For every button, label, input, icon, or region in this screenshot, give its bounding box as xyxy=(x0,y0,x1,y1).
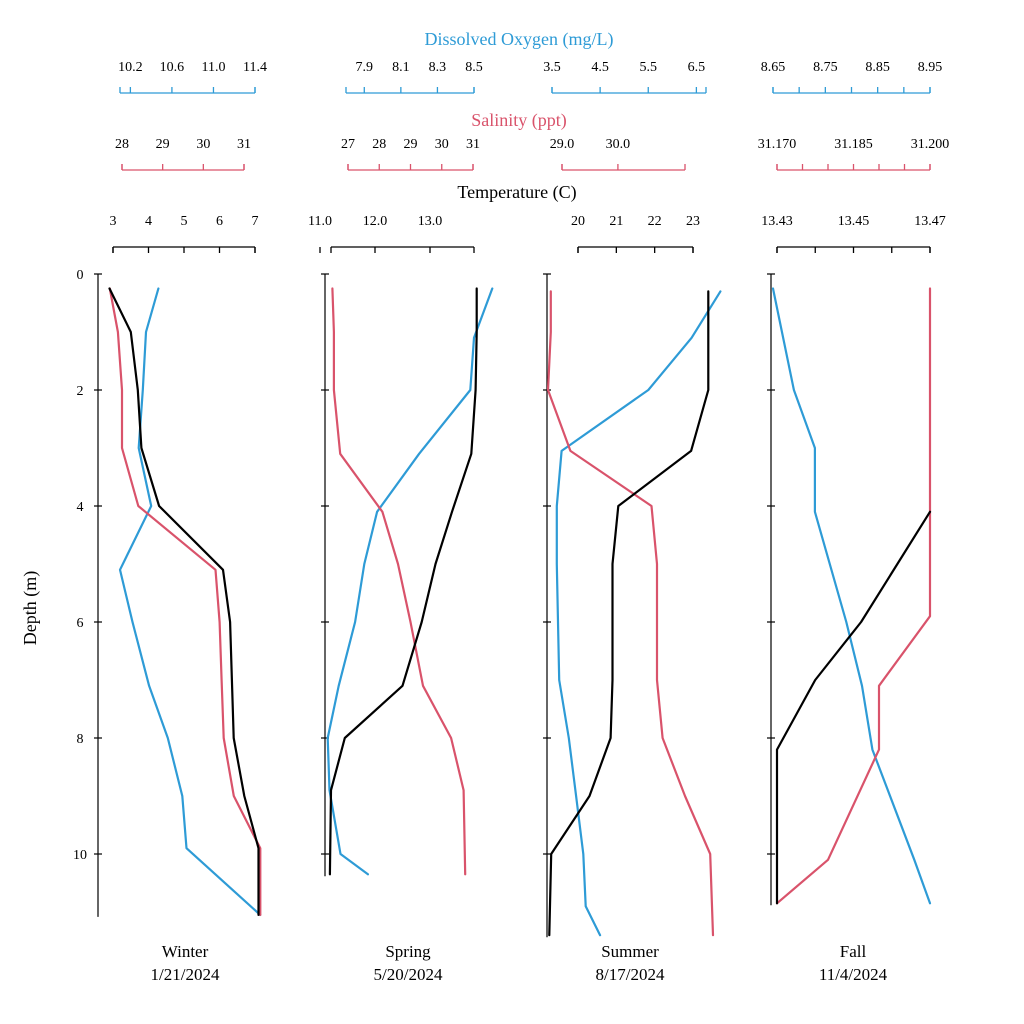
panel-3-temperature-tick-label: 13.47 xyxy=(914,214,946,229)
panel-1-date-label: 5/20/2024 xyxy=(374,965,443,984)
depth-tick-label: 4 xyxy=(77,500,84,515)
panel-0-oxygen-tick-label: 11.4 xyxy=(243,60,267,75)
panel-3-temperature-profile-line xyxy=(775,510,932,905)
panel-0-salinity-profile-line xyxy=(108,287,262,917)
panel-2-salinity-profile-line xyxy=(546,290,715,937)
panel-0-salinity-tick-label: 29 xyxy=(156,137,170,152)
panel-3-salinity-tick-label: 31.200 xyxy=(911,137,950,152)
panel-1-salinity-tick-label: 30 xyxy=(435,137,449,152)
depth-tick-label: 2 xyxy=(77,384,84,399)
panel-0-temperature-tick-label: 4 xyxy=(145,214,152,229)
panel-0-temperature-tick-label: 3 xyxy=(110,214,117,229)
panel-3-salinity-tick-label: 31.170 xyxy=(758,137,797,152)
panel-2-temperature-profile-line xyxy=(548,290,710,937)
depth-tick-label: 0 xyxy=(77,268,84,283)
panel-1-oxygen-tick-label: 8.1 xyxy=(392,60,410,75)
oxygen-axis-title: Dissolved Oxygen (mg/L) xyxy=(425,29,614,50)
panel-2-oxygen-profile-line xyxy=(555,290,722,937)
panel-2-oxygen-tick-label: 5.5 xyxy=(640,60,658,75)
panel-3-oxygen-profile-line xyxy=(771,287,932,905)
panel-3-salinity-tick-label: 31.185 xyxy=(834,137,873,152)
depth-axis-title: Depth (m) xyxy=(20,571,41,645)
panel-0-temperature-tick-label: 6 xyxy=(216,214,223,229)
panel-0-salinity-tick-label: 31 xyxy=(237,137,251,152)
panel-2-oxygen-tick-label: 4.5 xyxy=(591,60,609,75)
panel-3-temperature-tick-label: 13.43 xyxy=(761,214,793,229)
salinity-axis-title: Salinity (ppt) xyxy=(471,110,567,131)
depth-tick-label: 6 xyxy=(77,616,84,631)
panel-0-oxygen-tick-label: 11.0 xyxy=(201,60,225,75)
panel-1-salinity-profile-line xyxy=(331,287,467,876)
panel-2-temperature-tick-label: 20 xyxy=(571,214,585,229)
panel-1-temperature-tick-label: 11.0 xyxy=(308,214,332,229)
panel-3-oxygen-tick-label: 8.65 xyxy=(761,60,786,75)
panel-1-salinity-tick-label: 27 xyxy=(341,137,355,152)
panel-2-oxygen-tick-label: 3.5 xyxy=(543,60,561,75)
panel-2-salinity-tick-label: 29.0 xyxy=(550,137,575,152)
panel-2-oxygen-tick-label: 6.5 xyxy=(688,60,706,75)
panel-3-date-label: 11/4/2024 xyxy=(819,965,888,984)
panel-1-oxygen-profile-line xyxy=(326,287,494,876)
panel-0-oxygen-tick-label: 10.2 xyxy=(118,60,143,75)
panel-2-temperature-tick-label: 21 xyxy=(609,214,623,229)
panel-0-season-label: Winter xyxy=(162,942,209,961)
panel-2-salinity-tick-label: 30.0 xyxy=(606,137,631,152)
depth-tick-label: 10 xyxy=(73,848,87,863)
panel-3-salinity-profile-line xyxy=(775,287,932,905)
panel-0-temperature-profile-line xyxy=(108,287,260,917)
panel-3-oxygen-tick-label: 8.85 xyxy=(865,60,890,75)
panel-1-oxygen-tick-label: 8.3 xyxy=(429,60,447,75)
panel-3-temperature-tick-label: 13.45 xyxy=(838,214,870,229)
panel-3-oxygen-tick-label: 8.75 xyxy=(813,60,838,75)
panel-2-temperature-tick-label: 23 xyxy=(686,214,700,229)
panel-1-salinity-tick-label: 31 xyxy=(466,137,480,152)
panel-0-temperature-tick-label: 5 xyxy=(181,214,188,229)
panel-1-season-label: Spring xyxy=(385,942,431,961)
panel-1-salinity-tick-label: 29 xyxy=(404,137,418,152)
panel-0-date-label: 1/21/2024 xyxy=(151,965,220,984)
panel-1-salinity-tick-label: 28 xyxy=(372,137,386,152)
panel-2-temperature-tick-label: 22 xyxy=(648,214,662,229)
panel-1-temperature-profile-line xyxy=(328,287,478,876)
panel-0-oxygen-tick-label: 10.6 xyxy=(160,60,185,75)
panel-1-temperature-tick-label: 12.0 xyxy=(363,214,388,229)
panel-1-temperature-tick-label: 13.0 xyxy=(418,214,443,229)
plot-area: 0 2 4 6 8 10 10.2 10.6 11.0 11.4 28 29 30 31 3 4 5 6 7 Wint… xyxy=(73,60,949,984)
panel-0-temperature-tick-label: 7 xyxy=(252,214,259,229)
panel-0-oxygen-profile-line xyxy=(118,287,262,917)
panel-1-oxygen-tick-label: 7.9 xyxy=(356,60,374,75)
panel-3-season-label: Fall xyxy=(840,942,867,961)
panel-1-oxygen-tick-label: 8.5 xyxy=(465,60,483,75)
panel-2-season-label: Summer xyxy=(601,942,659,961)
temperature-axis-title: Temperature (C) xyxy=(457,182,576,203)
panel-2-date-label: 8/17/2024 xyxy=(596,965,665,984)
depth-tick-label: 8 xyxy=(77,732,84,747)
panel-0-salinity-tick-label: 28 xyxy=(115,137,129,152)
panel-0-salinity-tick-label: 30 xyxy=(196,137,210,152)
panel-3-oxygen-tick-label: 8.95 xyxy=(918,60,943,75)
